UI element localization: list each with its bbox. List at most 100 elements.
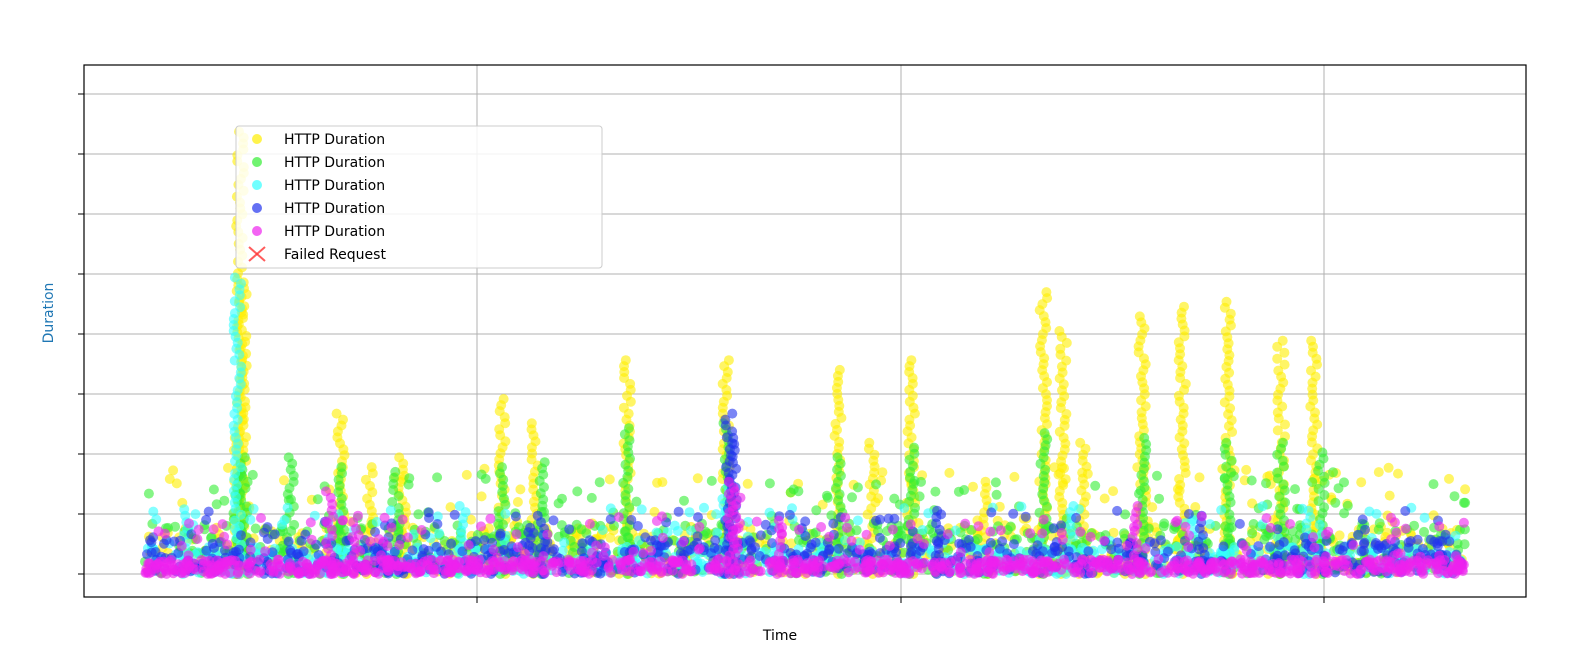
data-point-series-1 bbox=[811, 505, 822, 516]
data-point-series-0 bbox=[1383, 462, 1394, 473]
data-point-series-0 bbox=[1194, 472, 1205, 483]
data-point-series-4 bbox=[651, 516, 662, 526]
data-point-series-2 bbox=[686, 525, 697, 536]
data-point-series-1 bbox=[1428, 479, 1439, 490]
data-point-series-2 bbox=[852, 515, 863, 526]
data-point-series-4 bbox=[1261, 513, 1272, 524]
data-point-series-3 bbox=[1112, 537, 1123, 548]
data-point-series-1 bbox=[1221, 437, 1232, 448]
data-point-series-4 bbox=[1386, 564, 1397, 574]
data-point-series-0 bbox=[1241, 464, 1252, 475]
data-point-series-2 bbox=[371, 516, 382, 527]
data-point-series-0 bbox=[476, 491, 487, 502]
data-point-series-0 bbox=[649, 506, 660, 517]
data-point-series-3 bbox=[1400, 506, 1411, 516]
data-point-series-3 bbox=[755, 530, 766, 541]
data-point-series-2 bbox=[148, 506, 159, 517]
data-point-series-1 bbox=[1290, 484, 1300, 495]
data-point-series-2 bbox=[500, 508, 511, 519]
data-point-series-4 bbox=[285, 558, 295, 569]
data-point-series-4 bbox=[1183, 559, 1194, 570]
data-point-series-0 bbox=[1134, 311, 1145, 322]
data-point-series-2 bbox=[282, 502, 293, 513]
data-point-series-3 bbox=[1265, 541, 1276, 552]
data-point-series-0 bbox=[1272, 425, 1283, 436]
data-point-series-4 bbox=[1342, 560, 1353, 571]
data-point-series-3 bbox=[407, 545, 418, 556]
data-point-series-3 bbox=[985, 537, 996, 548]
data-point-series-4 bbox=[379, 512, 390, 523]
data-point-series-3 bbox=[709, 542, 720, 553]
data-point-series-4 bbox=[293, 568, 304, 579]
data-point-series-4 bbox=[884, 564, 895, 575]
data-point-series-4 bbox=[1085, 554, 1096, 565]
data-point-series-4 bbox=[387, 560, 398, 571]
data-point-series-0 bbox=[1054, 326, 1065, 336]
data-point-series-4 bbox=[807, 558, 818, 569]
data-point-series-4 bbox=[864, 565, 875, 576]
data-point-series-4 bbox=[1333, 561, 1344, 572]
data-point-series-2 bbox=[711, 509, 722, 520]
data-point-series-4 bbox=[846, 535, 857, 546]
data-point-series-2 bbox=[1216, 505, 1227, 515]
data-point-series-2 bbox=[236, 361, 247, 372]
data-point-series-1 bbox=[623, 423, 634, 434]
data-point-series-4 bbox=[256, 513, 266, 523]
data-point-series-0 bbox=[604, 474, 615, 485]
data-point-series-0 bbox=[786, 538, 797, 549]
data-point-series-1 bbox=[1226, 455, 1237, 466]
data-point-series-1 bbox=[219, 495, 230, 506]
data-point-series-4 bbox=[657, 532, 668, 543]
data-point-series-3 bbox=[1149, 538, 1160, 549]
data-point-series-4 bbox=[305, 517, 316, 528]
data-point-series-4 bbox=[966, 563, 977, 574]
data-point-series-4 bbox=[829, 560, 840, 571]
data-point-series-4 bbox=[955, 563, 966, 574]
data-point-series-1 bbox=[764, 478, 775, 489]
data-point-series-4 bbox=[1458, 517, 1469, 528]
data-point-series-4 bbox=[476, 521, 486, 532]
data-point-series-4 bbox=[1431, 564, 1442, 575]
data-point-series-0 bbox=[618, 402, 629, 413]
data-point-series-4 bbox=[887, 524, 898, 535]
data-point-series-4 bbox=[1308, 532, 1318, 543]
data-point-series-4 bbox=[207, 562, 218, 573]
data-point-series-4 bbox=[678, 537, 689, 548]
data-point-series-4 bbox=[373, 534, 384, 545]
data-point-series-3 bbox=[1440, 529, 1451, 540]
data-point-series-4 bbox=[591, 540, 602, 551]
data-point-series-4 bbox=[265, 565, 276, 576]
data-point-series-4 bbox=[1196, 511, 1207, 522]
data-point-series-2 bbox=[1229, 542, 1240, 553]
data-point-series-3 bbox=[236, 530, 246, 541]
data-point-series-2 bbox=[699, 502, 709, 513]
data-point-series-2 bbox=[180, 510, 191, 521]
data-point-series-4 bbox=[714, 566, 725, 577]
data-point-series-4 bbox=[1235, 558, 1246, 569]
data-point-series-3 bbox=[564, 524, 575, 535]
data-point-series-4 bbox=[551, 567, 562, 578]
data-point-series-0 bbox=[864, 437, 875, 448]
data-point-series-4 bbox=[587, 554, 598, 565]
data-point-series-4 bbox=[1172, 563, 1183, 574]
data-point-series-3 bbox=[495, 530, 506, 541]
data-point-series-2 bbox=[245, 514, 256, 525]
data-point-series-0 bbox=[817, 499, 828, 510]
data-point-series-3 bbox=[828, 518, 839, 529]
data-point-series-0 bbox=[906, 355, 917, 366]
data-point-series-4 bbox=[442, 555, 453, 566]
data-point-series-4 bbox=[1270, 567, 1281, 578]
data-point-series-0 bbox=[1221, 296, 1232, 307]
data-point-series-3 bbox=[1278, 537, 1289, 547]
data-point-series-2 bbox=[923, 508, 934, 519]
data-point-series-4 bbox=[1180, 521, 1191, 532]
data-point-series-1 bbox=[170, 521, 181, 532]
data-point-series-1 bbox=[250, 523, 261, 534]
data-point-series-3 bbox=[1183, 509, 1194, 519]
data-point-series-4 bbox=[1273, 559, 1284, 570]
data-point-series-0 bbox=[466, 514, 476, 525]
data-point-series-3 bbox=[956, 539, 967, 550]
data-point-series-4 bbox=[1113, 554, 1124, 565]
data-point-series-3 bbox=[577, 538, 588, 549]
